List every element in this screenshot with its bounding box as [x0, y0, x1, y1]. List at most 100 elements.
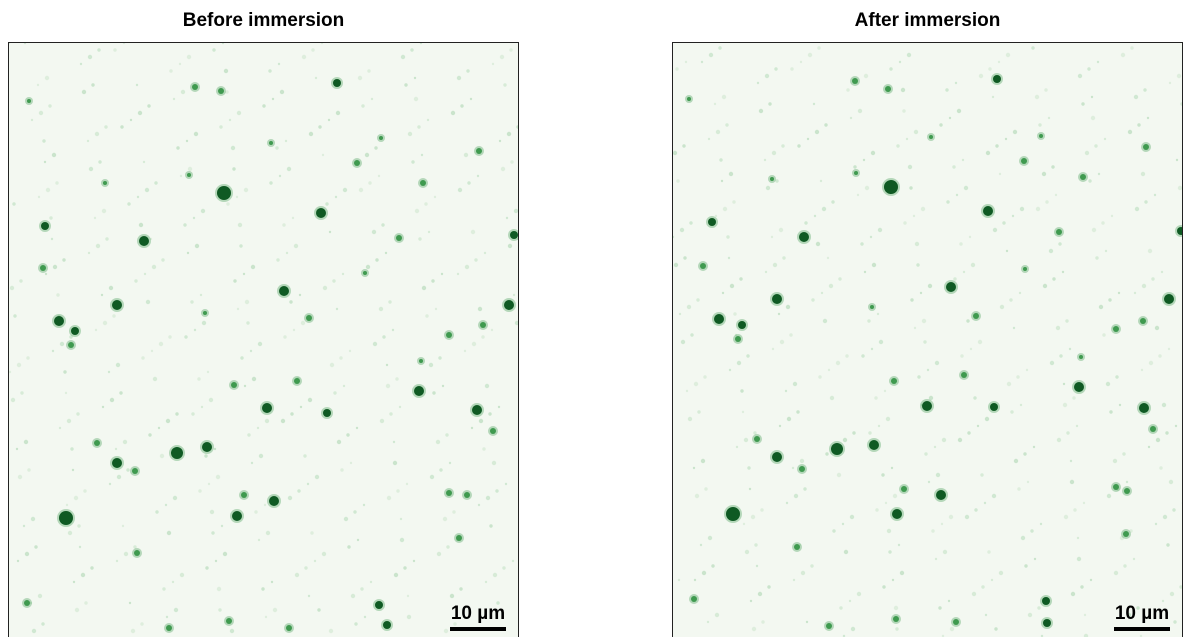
- background-speckle: [991, 95, 995, 99]
- background-speckle: [78, 545, 82, 549]
- background-speckle: [747, 466, 751, 470]
- background-speckle: [325, 202, 329, 206]
- background-speckle: [829, 395, 835, 401]
- particle: [1139, 403, 1149, 413]
- background-speckle: [209, 509, 215, 515]
- background-speckle: [812, 102, 816, 106]
- background-speckle: [862, 158, 866, 162]
- background-speckle: [193, 328, 197, 332]
- background-speckle: [725, 123, 729, 127]
- background-speckle: [199, 293, 203, 297]
- particle: [383, 621, 391, 629]
- background-speckle: [51, 152, 57, 158]
- background-speckle: [179, 174, 183, 178]
- background-speckle: [1103, 137, 1107, 141]
- background-speckle: [940, 522, 944, 526]
- background-speckle: [988, 67, 992, 71]
- background-speckle: [168, 335, 172, 339]
- background-speckle: [825, 452, 829, 456]
- background-speckle: [298, 293, 302, 297]
- background-speckle: [230, 145, 236, 151]
- background-speckle: [678, 312, 682, 316]
- background-speckle: [9, 370, 12, 374]
- background-speckle: [1061, 270, 1065, 274]
- background-speckle: [990, 578, 994, 582]
- background-speckle: [155, 510, 159, 514]
- background-speckle: [1066, 431, 1070, 435]
- panel-title-after: After immersion: [854, 10, 1001, 31]
- background-speckle: [133, 545, 137, 549]
- background-speckle: [9, 285, 15, 291]
- background-speckle: [1140, 368, 1144, 372]
- background-speckle: [1076, 536, 1080, 540]
- background-speckle: [247, 433, 251, 437]
- particle: [1074, 382, 1084, 392]
- background-speckle: [1173, 620, 1177, 624]
- background-speckle: [976, 424, 980, 428]
- particle: [510, 231, 518, 239]
- particle: [504, 300, 514, 310]
- background-speckle: [848, 599, 852, 603]
- background-speckle: [1117, 291, 1121, 295]
- background-speckle: [76, 412, 80, 416]
- particle: [993, 75, 1001, 83]
- background-speckle: [1005, 52, 1011, 58]
- particle: [961, 372, 967, 378]
- background-speckle: [499, 54, 505, 60]
- background-speckle: [513, 208, 518, 214]
- background-speckle: [271, 97, 275, 101]
- background-speckle: [1147, 445, 1151, 449]
- background-speckle: [158, 341, 164, 347]
- background-speckle: [264, 615, 268, 619]
- background-speckle: [954, 81, 958, 85]
- background-speckle: [877, 424, 881, 428]
- panel-title-before: Before immersion: [182, 10, 345, 31]
- background-speckle: [263, 503, 267, 507]
- background-speckle: [948, 514, 954, 520]
- background-speckle: [885, 416, 891, 422]
- particle: [306, 315, 312, 321]
- background-speckle: [322, 285, 328, 291]
- background-speckle: [52, 264, 58, 270]
- background-speckle: [459, 587, 463, 591]
- background-speckle: [355, 426, 359, 430]
- background-speckle: [135, 83, 139, 87]
- particle: [1164, 294, 1174, 304]
- background-speckle: [748, 487, 752, 491]
- background-speckle: [742, 522, 746, 526]
- background-speckle: [400, 54, 406, 60]
- background-speckle: [853, 165, 857, 169]
- background-speckle: [368, 181, 372, 185]
- background-speckle: [94, 328, 98, 332]
- background-speckle: [1105, 381, 1111, 387]
- background-speckle: [1160, 270, 1164, 274]
- particle: [59, 511, 73, 525]
- background-speckle: [750, 514, 756, 520]
- background-speckle: [318, 125, 322, 129]
- background-speckle: [942, 549, 948, 555]
- background-speckle: [1151, 277, 1155, 281]
- background-speckle: [452, 510, 456, 514]
- background-speckle: [1148, 360, 1154, 366]
- background-speckle: [37, 593, 43, 599]
- particle: [1021, 158, 1027, 164]
- background-speckle: [335, 307, 339, 311]
- background-speckle: [1161, 599, 1165, 603]
- background-speckle: [980, 473, 984, 477]
- background-speckle: [811, 298, 815, 302]
- background-speckle: [1017, 487, 1021, 491]
- particle: [171, 447, 183, 459]
- background-speckle: [1023, 452, 1027, 456]
- background-speckle: [516, 125, 518, 129]
- background-speckle: [895, 627, 899, 631]
- background-speckle: [1101, 221, 1105, 225]
- background-speckle: [708, 52, 714, 58]
- background-speckle: [502, 566, 506, 570]
- background-speckle: [512, 293, 516, 297]
- background-speckle: [699, 543, 703, 547]
- background-speckle: [1146, 116, 1150, 120]
- background-speckle: [41, 622, 45, 626]
- background-speckle: [432, 391, 436, 395]
- background-speckle: [677, 578, 681, 582]
- background-speckle: [806, 137, 810, 141]
